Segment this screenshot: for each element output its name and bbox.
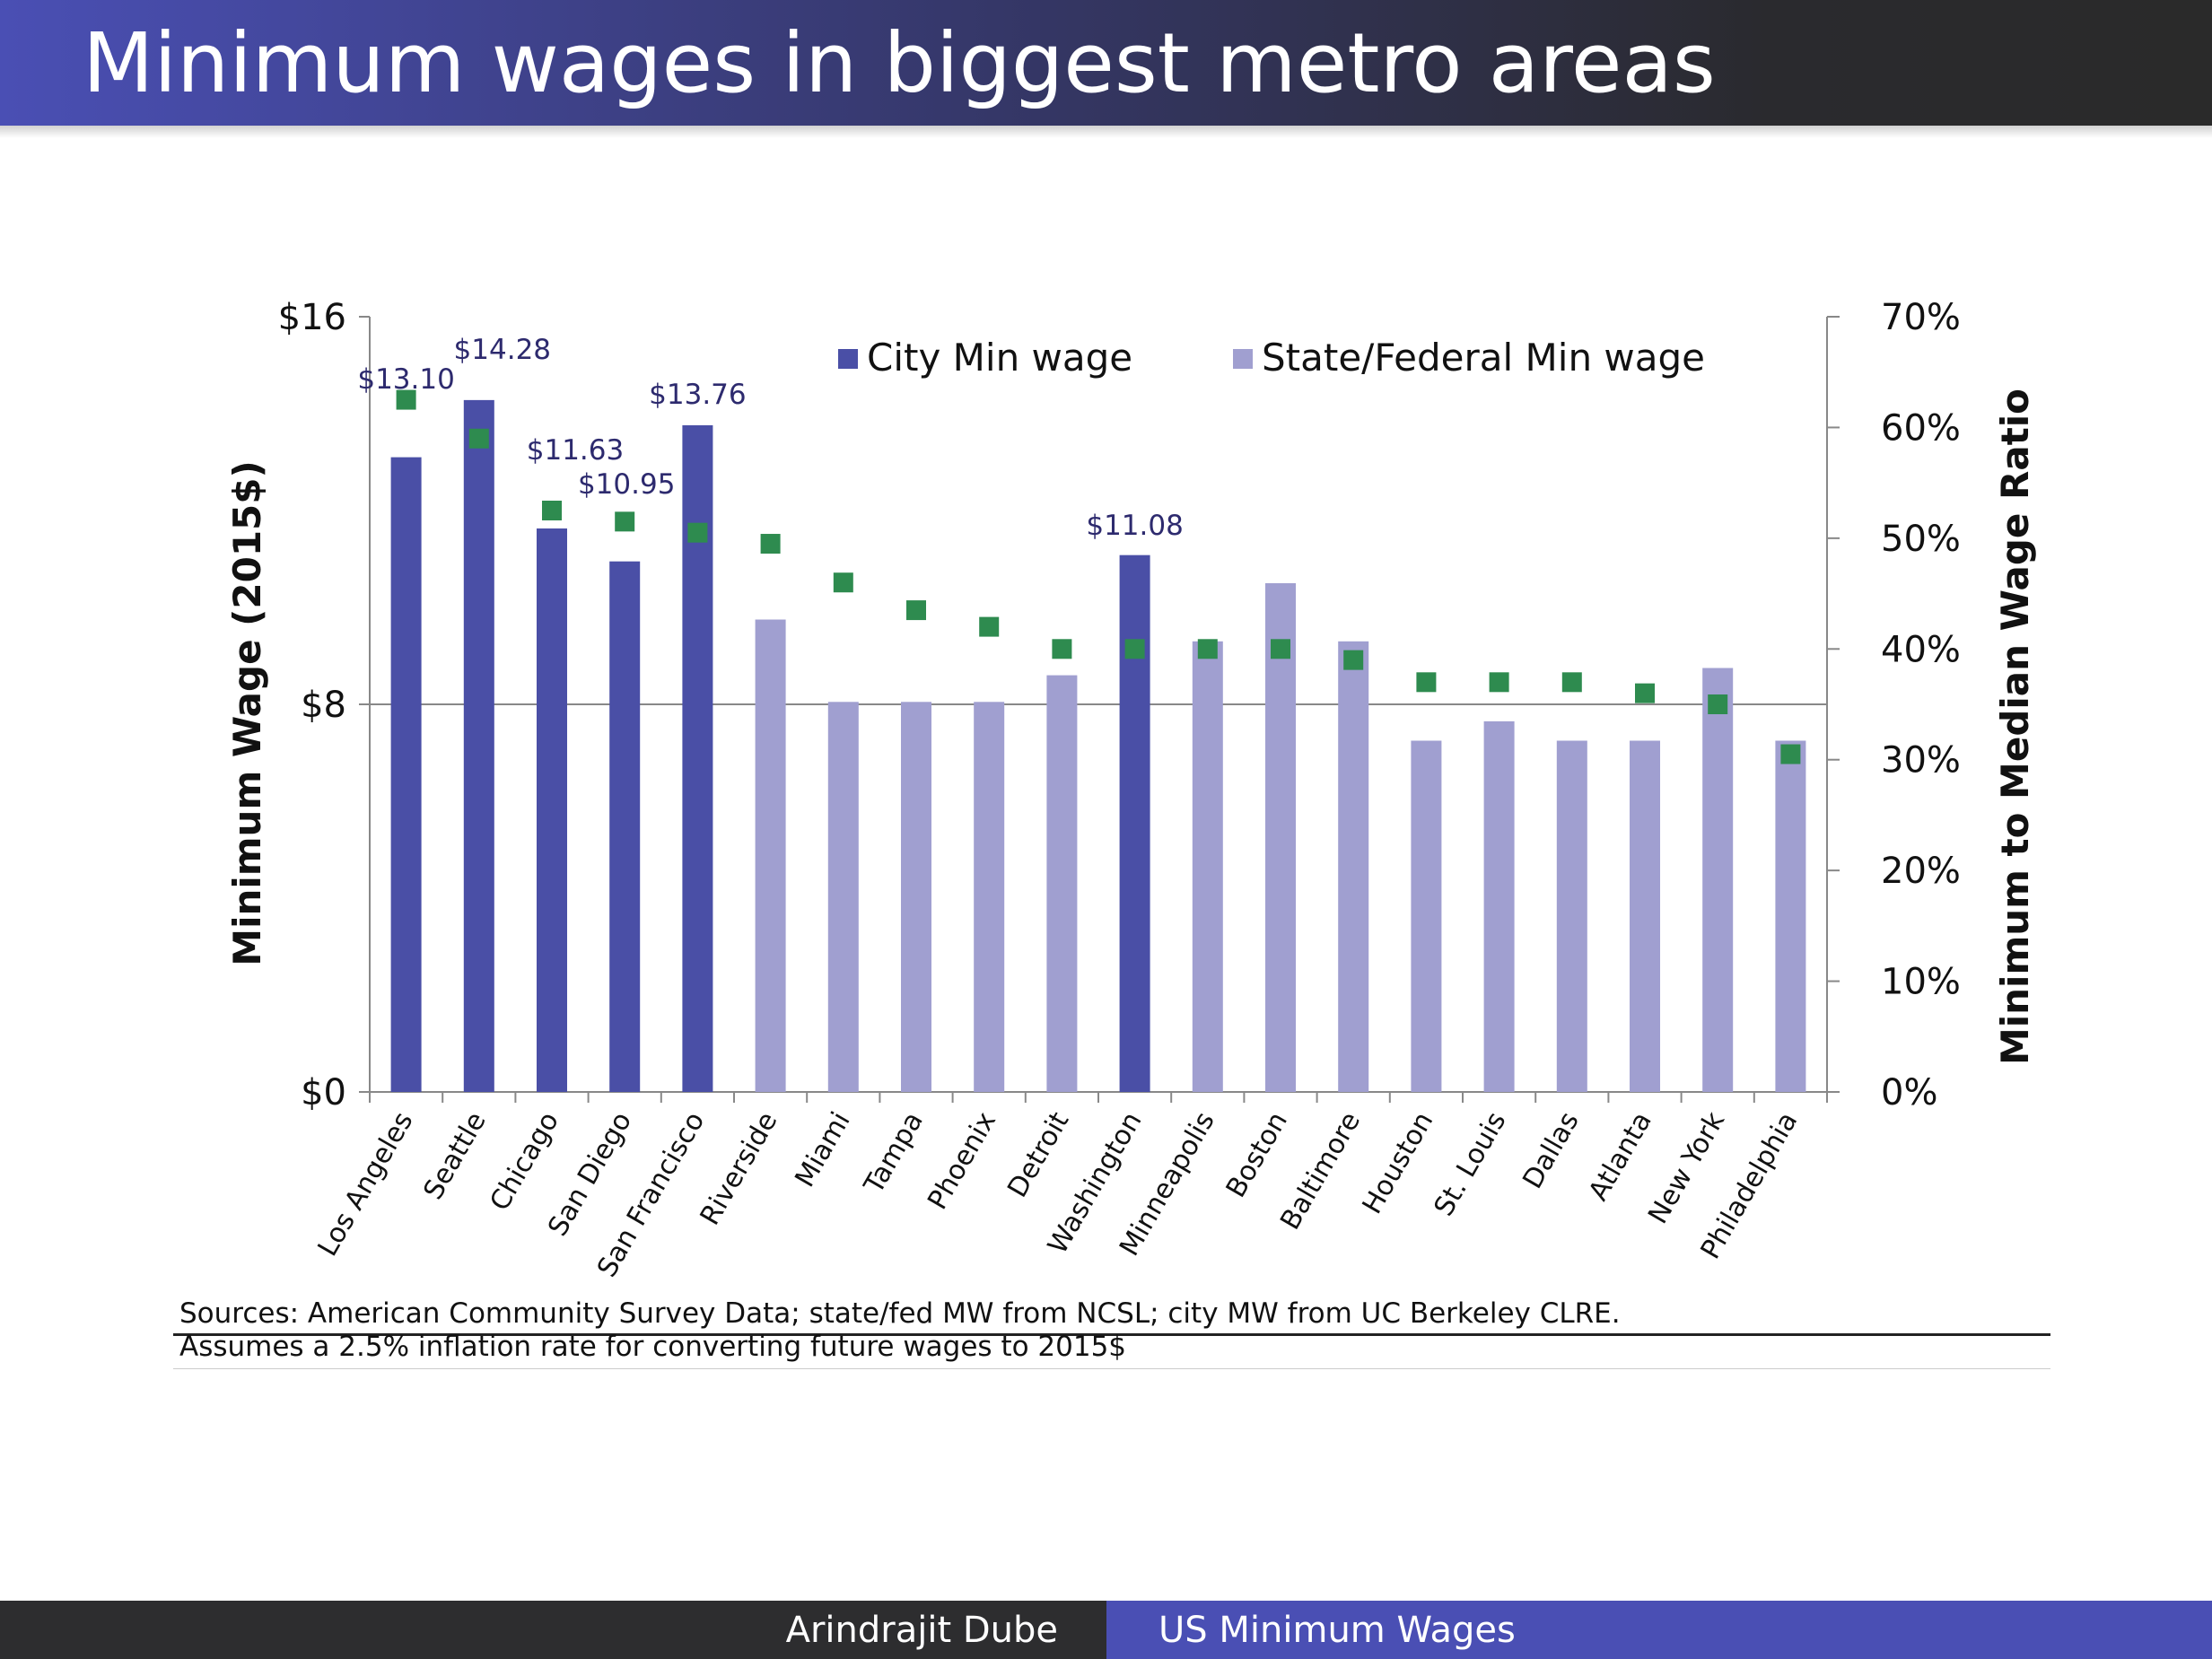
ratio-marker	[833, 572, 853, 593]
ratio-marker	[542, 501, 562, 520]
ratio-marker	[687, 522, 708, 543]
data-label: $14.28	[454, 334, 551, 366]
ratio-marker	[1197, 639, 1218, 659]
y2-tick-label: 0%	[1881, 1072, 1937, 1113]
ratio-marker	[1124, 639, 1145, 659]
ratio-marker	[1052, 639, 1072, 659]
category-label: Houston	[1357, 1107, 1440, 1219]
data-label: $11.08	[1086, 510, 1183, 542]
state-bar	[1265, 583, 1296, 1092]
category-label: Tampa	[858, 1107, 930, 1201]
state-bar	[1483, 720, 1515, 1092]
ratio-marker	[1561, 672, 1582, 693]
sources-text: Sources: American Community Survey Data;…	[179, 1297, 1621, 1330]
ratio-marker	[906, 600, 926, 621]
state-bar	[1046, 675, 1078, 1092]
y-tick-label: $0	[301, 1072, 346, 1113]
data-label: $13.10	[357, 363, 454, 396]
state-bar	[1702, 668, 1734, 1092]
ratio-marker	[615, 511, 635, 532]
slide-title: Minimum wages in biggest metro areas	[83, 15, 1716, 111]
footer-topic-text: US Minimum Wages	[1158, 1609, 1516, 1651]
state-bar	[1775, 740, 1806, 1092]
ratio-marker	[1635, 683, 1655, 703]
sources-divider-light	[173, 1368, 2050, 1369]
y2-tick-label: 30%	[1881, 740, 1961, 781]
category-label: Los Angeles	[312, 1107, 420, 1262]
y2-tick-label: 10%	[1881, 962, 1961, 1003]
y-tick-label: $16	[278, 297, 346, 338]
inflation-note: Assumes a 2.5% inflation rate for conver…	[179, 1331, 1127, 1363]
data-label: $10.95	[578, 468, 675, 501]
category-label: Dallas	[1517, 1107, 1585, 1194]
city-bar	[1119, 554, 1150, 1092]
ratio-marker	[396, 389, 416, 410]
state-bar	[1192, 641, 1223, 1092]
legend-label-city: City Min wage	[867, 336, 1132, 380]
y-tick-label: $8	[301, 685, 346, 726]
ratio-marker	[1271, 639, 1290, 659]
footer-topic: US Minimum Wages	[1106, 1601, 2212, 1659]
state-bar	[755, 619, 786, 1092]
ratio-marker	[1708, 694, 1728, 714]
legend-label-state: State/Federal Min wage	[1262, 336, 1705, 380]
city-bar	[390, 457, 422, 1093]
city-bar	[609, 561, 641, 1092]
legend-swatch-state	[1233, 349, 1253, 369]
category-label: Miami	[789, 1107, 856, 1193]
ratio-marker	[468, 428, 489, 449]
data-label: $11.63	[527, 434, 624, 467]
y2-tick-label: 60%	[1881, 407, 1961, 449]
title-bar: Minimum wages in biggest metro areas	[0, 0, 2212, 138]
footer-author-text: Arindrajit Dube	[785, 1609, 1058, 1651]
category-label: Detroit	[1001, 1106, 1075, 1202]
category-label: Atlanta	[1583, 1107, 1658, 1207]
state-bar	[1630, 740, 1660, 1092]
y2-tick-label: 70%	[1881, 297, 1961, 338]
city-bar	[463, 399, 494, 1092]
category-label: St. Louis	[1429, 1107, 1513, 1222]
ratio-marker	[1343, 650, 1364, 670]
category-label: Phoenix	[922, 1107, 1002, 1216]
legend-swatch-city	[838, 349, 858, 369]
y2-tick-label: 40%	[1881, 629, 1961, 670]
ratio-marker	[1780, 744, 1801, 764]
y2-axis-title: Minimum to Median Wage Ratio	[1993, 389, 2037, 1065]
state-bar	[1411, 740, 1442, 1092]
data-label: $13.76	[649, 379, 746, 411]
ratio-marker	[1489, 672, 1509, 693]
category-label: Boston	[1220, 1107, 1294, 1203]
state-bar	[827, 702, 859, 1092]
y-axis-title: Minimum Wage (2015$)	[225, 460, 269, 965]
footer-author: Arindrajit Dube	[0, 1601, 1106, 1659]
city-bar	[537, 528, 567, 1092]
state-bar	[901, 702, 931, 1092]
state-bar	[974, 702, 1005, 1092]
category-label: Seattle	[417, 1107, 492, 1205]
y2-tick-label: 20%	[1881, 851, 1961, 892]
ratio-marker	[760, 534, 781, 554]
state-bar	[1556, 740, 1587, 1092]
category-label: Chicago	[484, 1107, 565, 1217]
y2-tick-label: 50%	[1881, 519, 1961, 560]
ratio-marker	[979, 616, 1000, 637]
state-bar	[1338, 641, 1369, 1092]
sources-divider	[173, 1333, 2050, 1336]
ratio-marker	[1416, 672, 1437, 693]
